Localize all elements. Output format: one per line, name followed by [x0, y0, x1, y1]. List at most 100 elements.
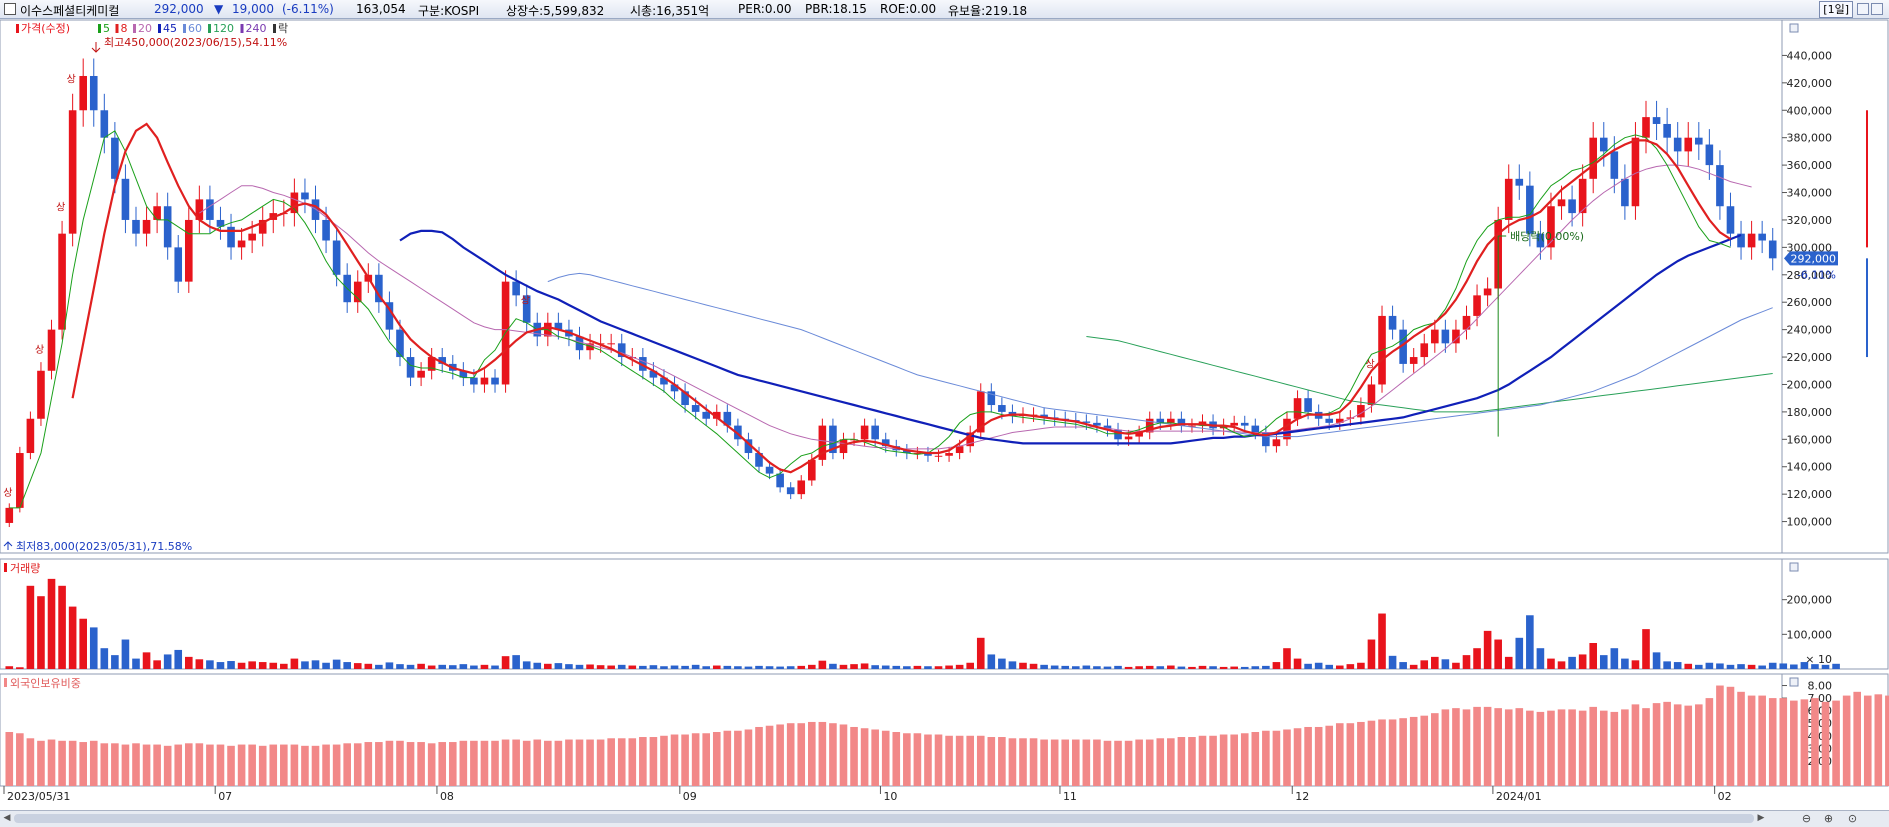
candle-body [1716, 165, 1724, 207]
price-tick-label: 380,000 [1787, 132, 1833, 145]
foreign-bar [1842, 695, 1851, 786]
foreign-bar [1684, 705, 1693, 786]
foreign-bar [1631, 704, 1640, 786]
volume-bar [1631, 660, 1640, 669]
limit-up-marker: 상 [56, 202, 65, 214]
candle-body [5, 507, 14, 523]
scroll-thumb[interactable] [14, 814, 1754, 823]
stock-chart[interactable]: 100,000 120,000 140,000 160,000 180,000 200,0… [0, 18, 1889, 810]
legend-swatch [158, 24, 161, 33]
stock-name[interactable]: 이수스페셜티케미컬 [20, 4, 120, 18]
volume-bar [1251, 666, 1260, 669]
volume-bar [554, 663, 563, 669]
scroll-left-icon[interactable]: ◀ [3, 813, 11, 823]
scroll-right-icon[interactable]: ▶ [1757, 813, 1765, 823]
foreign-bar [68, 740, 77, 786]
candle-body [670, 384, 679, 392]
volume-bar [1483, 630, 1492, 669]
foreign-bar [723, 730, 732, 786]
foreign-bar [1219, 734, 1228, 786]
price-change-pct: (-6.11%) [282, 2, 334, 16]
panel-frame [0, 558, 1889, 670]
foreign-bar [1124, 740, 1133, 786]
volume-bar [1209, 666, 1217, 669]
zoom-in-icon[interactable]: ⊕ [1823, 812, 1834, 825]
volume-bar [26, 585, 35, 669]
volume-bar [121, 639, 130, 669]
volume-bar [206, 660, 214, 669]
foreign-bar [1388, 719, 1397, 786]
price-tick-label: 100,000 [1787, 516, 1833, 529]
price-tick-label: 120,000 [1787, 488, 1833, 501]
candle-body [554, 322, 563, 330]
legend-swatch [16, 24, 19, 33]
volume-bar [1029, 663, 1038, 669]
candle-body [1610, 151, 1619, 179]
volume-bar [16, 667, 24, 669]
foreign-bar [1367, 720, 1376, 786]
candle-body [1124, 436, 1133, 440]
candle-body [1114, 429, 1122, 440]
candle-body [491, 377, 499, 385]
candle-body [1536, 233, 1545, 248]
foreign-bar [681, 734, 689, 786]
candle-body [1483, 288, 1492, 296]
foreign-bar [89, 740, 98, 786]
candle-body [1747, 233, 1756, 248]
foreign-bar [1462, 709, 1471, 786]
candle-body [649, 370, 658, 378]
volume-bar [1230, 666, 1238, 669]
close-icon[interactable] [1871, 3, 1883, 15]
foreign-bar [1135, 739, 1143, 786]
candle-body [1251, 425, 1260, 433]
volume-bar [586, 664, 594, 669]
candle-body [26, 418, 35, 454]
candle-body [111, 137, 119, 179]
foreign-bar [903, 733, 911, 786]
zoom-out-icon[interactable]: ⊖ [1801, 812, 1812, 825]
header-checkbox[interactable] [4, 3, 16, 15]
foreign-bar [1346, 723, 1355, 786]
candle-body [47, 329, 56, 371]
volume-panel[interactable]: 100,000 200,000 × 10 거래량 [0, 558, 1889, 670]
high-annotation: 최고450,000(2023/06/15),54.11% [104, 36, 287, 49]
volume-bar [1663, 661, 1671, 669]
horizontal-scrollbar[interactable]: ◀ ▶ ⊖ ⊕ ⊙ [0, 810, 1889, 827]
foreign-bar [174, 744, 183, 786]
foreign-bar [1040, 739, 1048, 786]
volume-bar [332, 659, 341, 669]
volume-bar [1578, 654, 1587, 669]
foreign-bar [670, 734, 679, 786]
foreign-bar [1705, 698, 1714, 786]
volume-bar [195, 659, 204, 669]
foreign-bar [1568, 709, 1576, 786]
candle-body [1515, 178, 1524, 186]
foreign-bar [734, 730, 742, 786]
period-button[interactable]: [1일] [1819, 1, 1853, 18]
volume-bar [396, 664, 404, 669]
x-tick-label: 07 [218, 790, 232, 803]
candle-body [586, 343, 594, 351]
x-tick-label: 2023/05/31 [7, 790, 70, 803]
zoom-reset-icon[interactable]: ⊙ [1847, 812, 1858, 825]
volume-bar [427, 665, 436, 669]
price-panel[interactable]: 100,000 120,000 140,000 160,000 180,000 200,0… [0, 19, 1889, 554]
candle-body [1547, 206, 1555, 248]
candle-body [89, 75, 98, 111]
volume-bar [1452, 662, 1460, 669]
foreign-tick-label: 8.00 [1808, 680, 1833, 693]
minimize-icon[interactable] [1857, 3, 1869, 15]
x-tick-label: 11 [1063, 790, 1077, 803]
volume-bar [1684, 663, 1693, 669]
volume-bar [353, 663, 362, 669]
foreign-bar [934, 734, 943, 786]
legend-label-0: 가격(수정) [21, 22, 70, 35]
candle-body [1673, 137, 1682, 152]
foreign-bar [924, 734, 932, 786]
candle-body [1240, 422, 1249, 426]
foreign-bar [301, 745, 309, 786]
volume-bar [1557, 661, 1566, 669]
limit-up-marker: 상 [1365, 359, 1374, 371]
foreign-bar [153, 744, 161, 786]
